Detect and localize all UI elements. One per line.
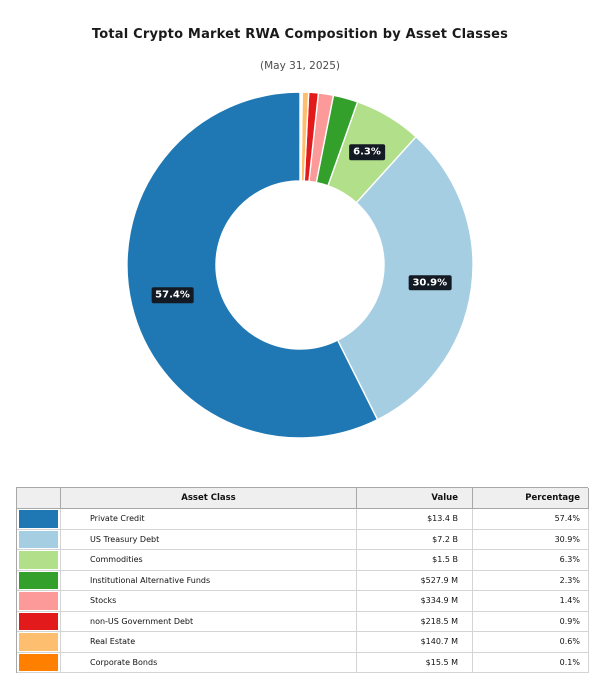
color-swatch [19,653,58,671]
asset-class-cell: Commodities [61,550,357,571]
donut-chart: 57.4% 30.9% 6.3% [125,90,475,440]
table-row: Commodities $1.5 B 6.3% [17,550,589,571]
asset-class-cell: Private Credit [61,509,357,530]
asset-class-header: Asset Class [61,488,357,509]
table-row: non-US Government Debt $218.5 M 0.9% [17,611,589,632]
value-cell: $140.7 M [357,632,473,653]
value-header: Value [357,488,473,509]
swatch-cell [17,529,61,550]
swatch-cell [17,509,61,530]
asset-class-cell: Institutional Alternative Funds [61,570,357,591]
color-swatch [19,633,58,651]
swatch-cell [17,611,61,632]
table-row: Corporate Bonds $15.5 M 0.1% [17,652,589,673]
swatch-cell [17,652,61,673]
chart-title: Total Crypto Market RWA Composition by A… [91,27,509,42]
percentage-cell: 30.9% [473,529,589,550]
donut-svg [126,91,474,439]
swatch-column-header [17,488,61,509]
value-cell: $13.4 B [357,509,473,530]
asset-class-cell: non-US Government Debt [61,611,357,632]
color-swatch [19,571,58,589]
color-swatch [19,530,58,548]
asset-class-cell: Real Estate [61,632,357,653]
asset-class-cell: US Treasury Debt [61,529,357,550]
donut-slice [126,91,379,439]
color-swatch [19,592,58,610]
percentage-cell: 57.4% [473,509,589,530]
table-row: US Treasury Debt $7.2 B 30.9% [17,529,589,550]
asset-table: Asset Class Value Percentage Private Cre… [16,487,589,673]
color-swatch [19,612,58,630]
percentage-cell: 2.3% [473,570,589,591]
donut-slice [336,135,474,421]
pct-label: 57.4% [151,287,194,303]
value-cell: $527.9 M [357,570,473,591]
value-cell: $218.5 M [357,611,473,632]
donut-slice [299,91,303,182]
pct-label: 30.9% [408,274,452,291]
percentage-cell: 0.1% [473,652,589,673]
table-body: Private Credit $13.4 B 57.4% US Treasury De… [17,509,589,673]
color-swatch [19,510,58,528]
value-cell: $7.2 B [357,529,473,550]
percentage-header: Percentage [473,488,589,509]
swatch-cell [17,550,61,571]
swatch-cell [17,570,61,591]
table-row: Real Estate $140.7 M 0.6% [17,632,589,653]
color-swatch [19,551,58,569]
percentage-cell: 0.6% [473,632,589,653]
asset-class-cell: Stocks [61,591,357,612]
table-row: Private Credit $13.4 B 57.4% [17,509,589,530]
percentage-cell: 6.3% [473,550,589,571]
value-cell: $15.5 M [357,652,473,673]
chart-subtitle: (May 31, 2025) [260,60,340,72]
asset-class-cell: Corporate Bonds [61,652,357,673]
value-cell: $1.5 B [357,550,473,571]
table-header-row: Asset Class Value Percentage [17,488,589,509]
table-row: Stocks $334.9 M 1.4% [17,591,589,612]
percentage-cell: 0.9% [473,611,589,632]
pct-label: 6.3% [349,144,385,161]
percentage-cell: 1.4% [473,591,589,612]
swatch-cell [17,591,61,612]
value-cell: $334.9 M [357,591,473,612]
swatch-cell [17,632,61,653]
